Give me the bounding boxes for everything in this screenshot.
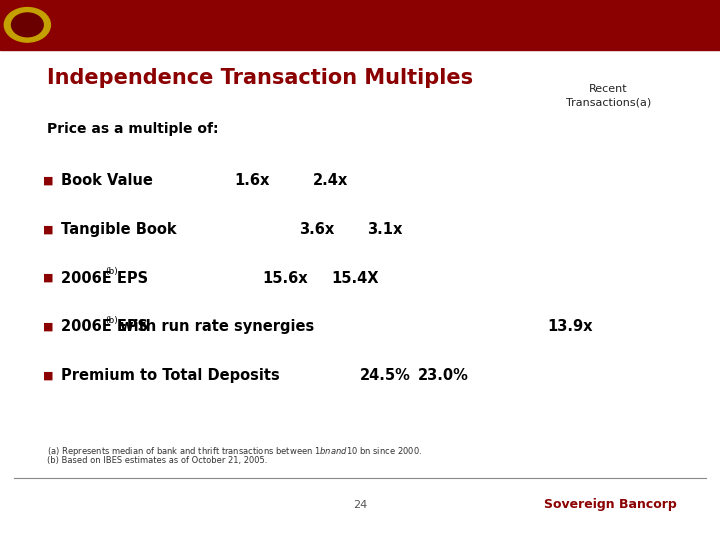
Text: Sovereign Bancorp: Sovereign Bancorp [544, 498, 677, 511]
Text: (b): (b) [105, 267, 118, 276]
Text: 23.0%: 23.0% [418, 368, 469, 383]
Text: 2.4x: 2.4x [313, 173, 348, 188]
Text: ■: ■ [43, 225, 54, 234]
Text: 2006E EPS: 2006E EPS [61, 319, 148, 334]
Text: 3.1x: 3.1x [367, 222, 402, 237]
Text: (a) Represents median of bank and thrift transactions between $1 bn and $10 bn s: (a) Represents median of bank and thrift… [47, 446, 422, 458]
Text: 13.9x: 13.9x [547, 319, 593, 334]
Text: Price as a multiple of:: Price as a multiple of: [47, 122, 218, 136]
Text: 15.4X: 15.4X [331, 271, 379, 286]
Text: (b): (b) [105, 316, 118, 325]
Text: 24.5%: 24.5% [360, 368, 411, 383]
Text: ■: ■ [43, 273, 54, 283]
Text: Tangible Book: Tangible Book [61, 222, 177, 237]
Text: 24: 24 [353, 500, 367, 510]
Text: Independence Transaction Multiples: Independence Transaction Multiples [47, 68, 473, 87]
Text: ■: ■ [43, 176, 54, 186]
Text: ■: ■ [43, 370, 54, 380]
Text: Premium to Total Deposits: Premium to Total Deposits [61, 368, 280, 383]
Text: Recent
Transactions(a): Recent Transactions(a) [566, 84, 651, 107]
Text: 15.6x: 15.6x [263, 271, 308, 286]
Text: 2006E EPS: 2006E EPS [61, 271, 148, 286]
Text: Book Value: Book Value [61, 173, 153, 188]
Text: (b) Based on IBES estimates as of October 21, 2005.: (b) Based on IBES estimates as of Octobe… [47, 456, 267, 465]
Text: with run rate synergies: with run rate synergies [115, 319, 315, 334]
Text: ■: ■ [43, 322, 54, 332]
Text: 3.6x: 3.6x [299, 222, 334, 237]
Text: 1.6x: 1.6x [234, 173, 269, 188]
